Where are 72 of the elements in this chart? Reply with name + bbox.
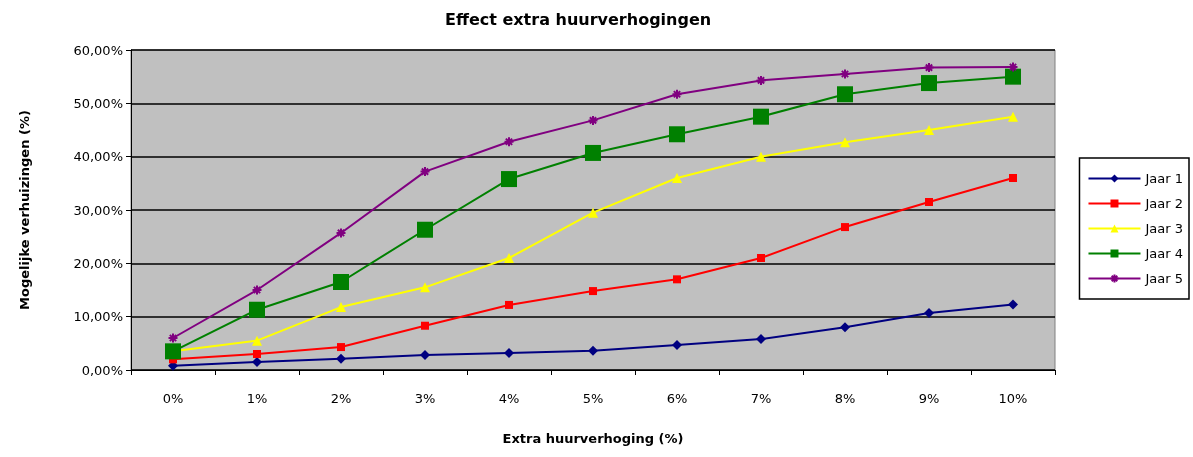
point (840, 137, 850, 148)
point (756, 334, 766, 345)
x-tick-label: 10% (998, 391, 1028, 406)
point (252, 335, 262, 346)
point (588, 207, 598, 218)
point (924, 125, 934, 135)
point (757, 254, 765, 262)
point (336, 353, 346, 364)
point (921, 75, 937, 92)
legend-label: Jaar 2 (1144, 196, 1183, 211)
x-tick-label: 3% (414, 391, 436, 406)
point (588, 345, 598, 356)
y-tick-label: 30,00% (73, 202, 123, 218)
x-tick-label: 6% (666, 391, 688, 406)
x-axis-title: Extra huurverhoging (%) (502, 431, 684, 446)
y-tick-label: 10,00% (73, 309, 123, 325)
point (420, 350, 430, 361)
point (837, 86, 853, 103)
point (589, 287, 597, 296)
x-tick-label: 4% (498, 391, 520, 406)
point (585, 144, 601, 161)
point (336, 302, 346, 313)
point (253, 350, 261, 358)
point (1009, 174, 1017, 182)
point (252, 357, 262, 367)
point (1008, 299, 1018, 310)
point (839, 68, 851, 80)
point (673, 275, 681, 284)
point (337, 343, 345, 352)
point (841, 223, 849, 232)
y-tick-label: 50,00% (73, 95, 123, 111)
point (249, 301, 265, 318)
point (420, 282, 430, 293)
x-tick-label: 9% (918, 391, 940, 406)
legend-label: Jaar 5 (1144, 271, 1183, 286)
point (669, 126, 685, 143)
point (1008, 111, 1018, 122)
point (167, 332, 179, 344)
point (924, 307, 934, 318)
point (1005, 68, 1021, 85)
y-tick-label: 60,00% (73, 42, 123, 58)
x-tick-label: 1% (246, 391, 268, 406)
point (840, 322, 850, 333)
point (421, 321, 429, 330)
point (504, 347, 514, 358)
x-tick-label: 7% (750, 391, 772, 406)
point (753, 108, 769, 125)
x-tick-label: 5% (582, 391, 604, 406)
legend-label: Jaar 4 (1144, 246, 1183, 261)
x-tick-label: 8% (834, 391, 856, 406)
y-tick-label: 20,00% (73, 255, 123, 271)
y-axis-title: Mogelijke verhuizingen (%) (17, 110, 32, 310)
point (671, 88, 683, 100)
point (335, 227, 347, 239)
point (333, 274, 349, 290)
y-tick-label: 40,00% (73, 149, 123, 165)
point (672, 339, 682, 350)
point (417, 221, 433, 238)
legend-label: Jaar 1 (1144, 171, 1183, 186)
y-tick-label: 0,00% (81, 362, 123, 378)
point (501, 171, 517, 188)
point (505, 300, 513, 309)
point (756, 151, 766, 162)
point (251, 284, 263, 296)
legend-label: Jaar 3 (1144, 221, 1183, 236)
x-tick-label: 2% (330, 391, 352, 406)
point (504, 253, 514, 263)
x-tick-label: 0% (162, 391, 184, 406)
point (672, 173, 682, 183)
point (503, 136, 515, 148)
point (925, 198, 933, 206)
chart-title: Effect extra huurverhogingen (445, 9, 712, 29)
